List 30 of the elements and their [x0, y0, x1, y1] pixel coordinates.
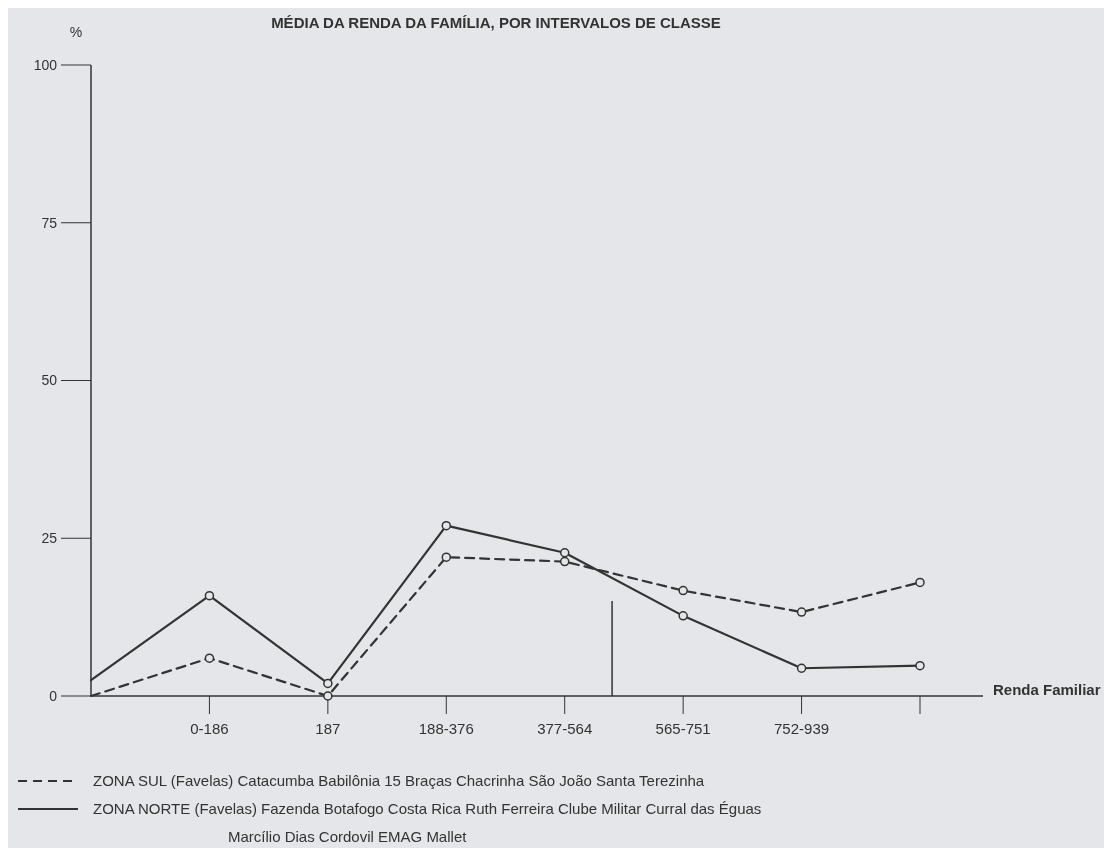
point	[559, 548, 570, 558]
x-tick-label: 565-751	[655, 720, 711, 737]
chart-title: MÉDIA DA RENDA DA FAMÍLIA, POR INTERVALOS DE CLASSE	[271, 14, 721, 31]
x-tick-label: 377-564	[537, 720, 593, 737]
x-tick-label: 187	[315, 720, 341, 737]
point	[204, 590, 215, 601]
point	[678, 585, 688, 596]
point	[559, 556, 570, 567]
y-tick-label: 0	[49, 687, 58, 704]
y-tick-label: 50	[41, 372, 58, 389]
y-tick-label: 100	[33, 56, 58, 73]
point	[441, 552, 452, 562]
y-axis-title: %	[69, 24, 83, 40]
point	[323, 691, 333, 701]
y-tick-label: 25	[41, 530, 58, 547]
point	[915, 577, 925, 588]
x-tick-label: 188-376	[418, 720, 474, 737]
x-tick-label: 0-186	[190, 720, 229, 737]
x-tick-label: 752-939	[774, 720, 830, 737]
point	[796, 607, 807, 617]
legend-label: ZONA NORTE (Favelas) Fazenda Botafogo Costa Rica Ruth Ferreira Clube Militar Curral das Éguas Marcílio Dias Cordovil EMAG Mallet	[93, 800, 762, 845]
point	[915, 660, 925, 671]
y-tick-label: 75	[41, 214, 58, 231]
point	[678, 611, 688, 621]
point	[796, 663, 807, 673]
legend-label: ZONA SUL (Favelas) Catacumba Babilônia 15 Braças Chacrinha São João Santa Terezinha	[93, 772, 705, 789]
point	[323, 678, 333, 689]
point	[204, 653, 215, 663]
point	[441, 520, 452, 531]
x-axis-title: Renda Familiar	[993, 680, 1101, 698]
